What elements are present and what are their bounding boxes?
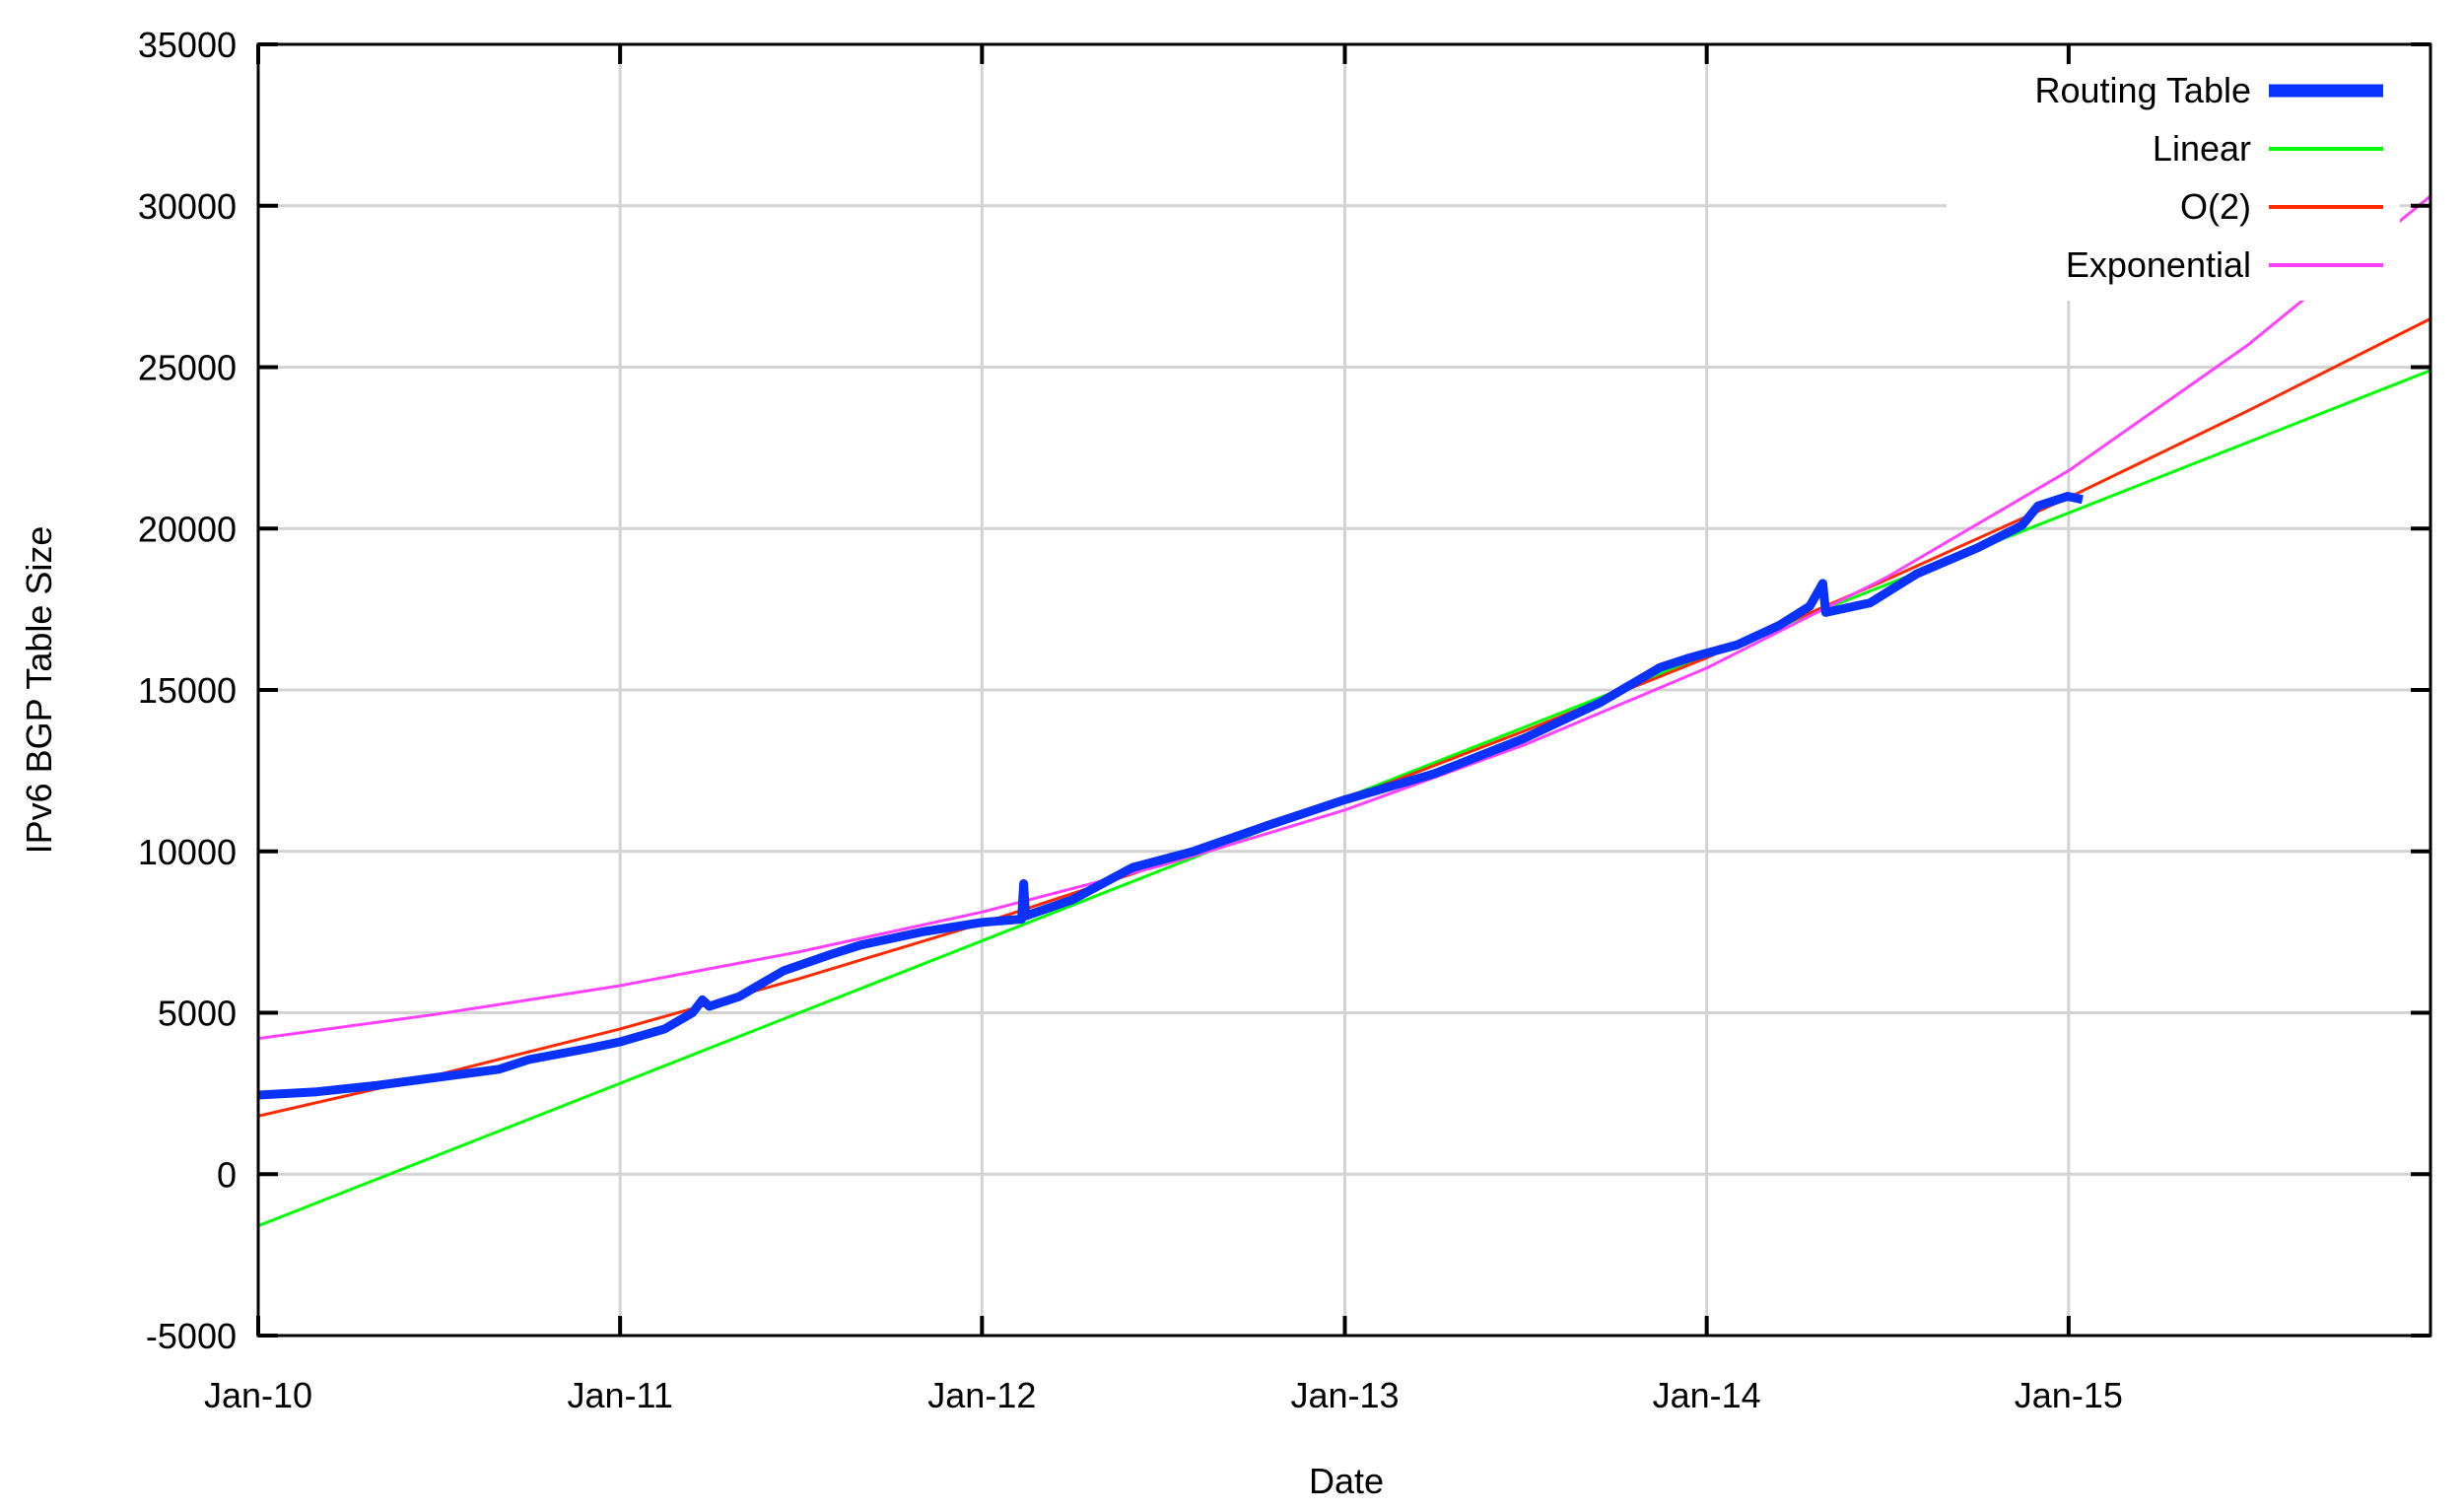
legend: Routing Table Linear O(2) Exponential bbox=[2035, 70, 2383, 285]
x-tick-label: Jan-11 bbox=[567, 1375, 672, 1415]
series-line-exponential bbox=[258, 194, 2430, 1041]
y-tick-label: 10000 bbox=[138, 832, 237, 872]
x-axis-label: Date bbox=[1309, 1461, 1384, 1501]
y-tick-label: 5000 bbox=[158, 994, 237, 1034]
y-tick-label: 30000 bbox=[138, 186, 237, 227]
y-tick-label: 0 bbox=[217, 1154, 237, 1195]
x-tick-label: Jan-10 bbox=[204, 1375, 312, 1415]
x-tick-label: Jan-14 bbox=[1653, 1375, 1761, 1415]
y-tick-label: -5000 bbox=[146, 1316, 237, 1356]
legend-label: O(2) bbox=[2180, 186, 2251, 227]
x-tick-label: Jan-12 bbox=[927, 1375, 1036, 1415]
ticks: -5000 0 5000 10000 15000 20000 25000 30000 35000… bbox=[138, 25, 2430, 1415]
legend-label: Exponential bbox=[2066, 244, 2251, 285]
x-tick-label: Jan-15 bbox=[2015, 1375, 2123, 1415]
series-layer bbox=[258, 194, 2430, 1228]
y-tick-label: 25000 bbox=[138, 348, 237, 388]
y-tick-label: 35000 bbox=[138, 25, 237, 65]
y-tick-label: 20000 bbox=[138, 509, 237, 549]
series-line-routing-table bbox=[258, 492, 2084, 1100]
y-axis-label: IPv6 BGP Table Size bbox=[19, 526, 59, 855]
y-tick-label: 15000 bbox=[138, 670, 237, 711]
legend-label: Linear bbox=[2153, 128, 2251, 169]
legend-label: Routing Table bbox=[2035, 70, 2252, 110]
x-tick-label: Jan-13 bbox=[1290, 1375, 1399, 1415]
